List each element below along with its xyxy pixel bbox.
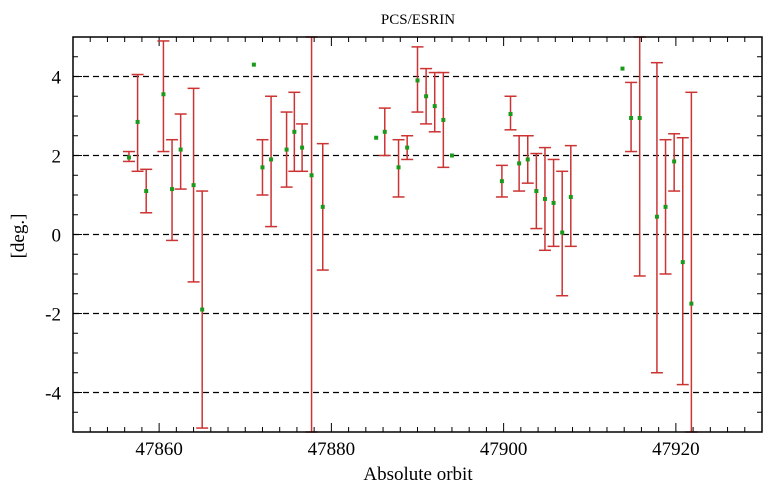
data-point xyxy=(449,153,454,158)
data-point xyxy=(525,157,530,162)
data-point xyxy=(663,204,668,209)
data-point xyxy=(499,179,504,184)
y-axis-label: [deg.] xyxy=(8,214,29,259)
data-point xyxy=(161,92,166,97)
data-point xyxy=(170,187,175,192)
data-point xyxy=(424,94,429,99)
data-point xyxy=(260,165,265,170)
data-point xyxy=(200,307,205,312)
data-point xyxy=(551,200,556,205)
data-point xyxy=(405,145,410,150)
data-point xyxy=(680,260,685,265)
data-point xyxy=(620,66,625,71)
data-point xyxy=(508,112,513,117)
y-tick-labels: 4 2 0 -2 -4 xyxy=(45,68,61,405)
x-tick-labels: 47860 47880 47900 47920 xyxy=(135,439,699,460)
data-point xyxy=(320,204,325,209)
data-point xyxy=(654,214,659,219)
error-bar xyxy=(633,36,646,277)
x-tick-label: 47920 xyxy=(652,439,700,460)
y-tick-label: -4 xyxy=(45,384,61,405)
data-point xyxy=(300,145,305,150)
data-point xyxy=(126,155,131,160)
data-point xyxy=(251,62,256,67)
data-point xyxy=(542,196,547,201)
data-point xyxy=(517,161,522,166)
data-point xyxy=(441,117,446,122)
data-point xyxy=(178,147,183,152)
data-point xyxy=(568,194,573,199)
data-point xyxy=(309,173,314,178)
x-axis-label: Absolute orbit xyxy=(363,464,473,485)
x-tick-label: 47860 xyxy=(135,439,183,460)
chart-title: PCS/ESRIN xyxy=(381,12,455,28)
y-tick-label: -2 xyxy=(45,305,61,326)
error-bars xyxy=(122,36,698,433)
data-point xyxy=(374,135,379,140)
axis-ticks xyxy=(72,36,763,433)
data-point xyxy=(432,104,437,109)
y-tick-label: 0 xyxy=(52,226,62,247)
error-bar xyxy=(428,71,441,133)
data-point xyxy=(382,129,387,134)
data-point xyxy=(396,165,401,170)
data-point xyxy=(284,147,289,152)
data-markers xyxy=(126,62,694,312)
x-tick-label: 47880 xyxy=(308,439,356,460)
data-point xyxy=(534,189,539,194)
data-point xyxy=(135,119,140,124)
data-point xyxy=(415,78,420,83)
data-point xyxy=(672,159,677,164)
data-point xyxy=(689,301,694,306)
data-point xyxy=(629,115,634,120)
data-point xyxy=(560,230,565,235)
data-point xyxy=(637,115,642,120)
error-bar xyxy=(685,91,698,433)
data-point xyxy=(292,129,297,134)
data-point xyxy=(191,183,196,188)
grid-lines xyxy=(73,75,762,394)
data-point xyxy=(144,189,149,194)
data-point xyxy=(269,157,274,162)
x-tick-label: 47900 xyxy=(480,439,528,460)
y-tick-label: 4 xyxy=(52,68,62,89)
plot-frame xyxy=(72,36,763,433)
y-tick-label: 2 xyxy=(52,147,62,168)
